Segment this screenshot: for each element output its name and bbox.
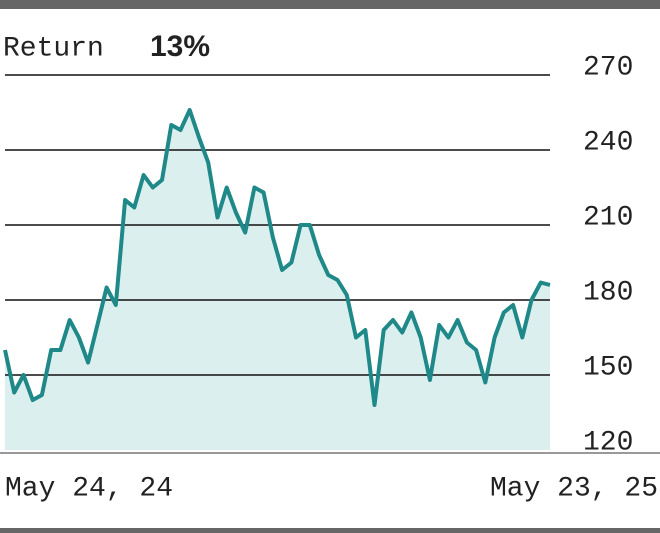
return-value: 13%: [150, 30, 210, 63]
plot: [3, 74, 551, 450]
area: [5, 110, 550, 450]
y-tick-label: 210: [583, 202, 633, 233]
chart-title: Return: [3, 33, 104, 64]
y-tick-label: 120: [583, 427, 633, 458]
y-tick-label: 270: [583, 52, 633, 83]
x-tick-label: May 23, 25: [490, 473, 658, 504]
y-tick-label: 240: [583, 127, 633, 158]
y-tick-label: 150: [583, 352, 633, 383]
top-bar: [0, 0, 660, 9]
x-tick-label: May 24, 24: [5, 473, 173, 504]
bottom-bar: [0, 528, 660, 533]
y-tick-label: 180: [583, 277, 633, 308]
price-line: [3, 108, 551, 407]
